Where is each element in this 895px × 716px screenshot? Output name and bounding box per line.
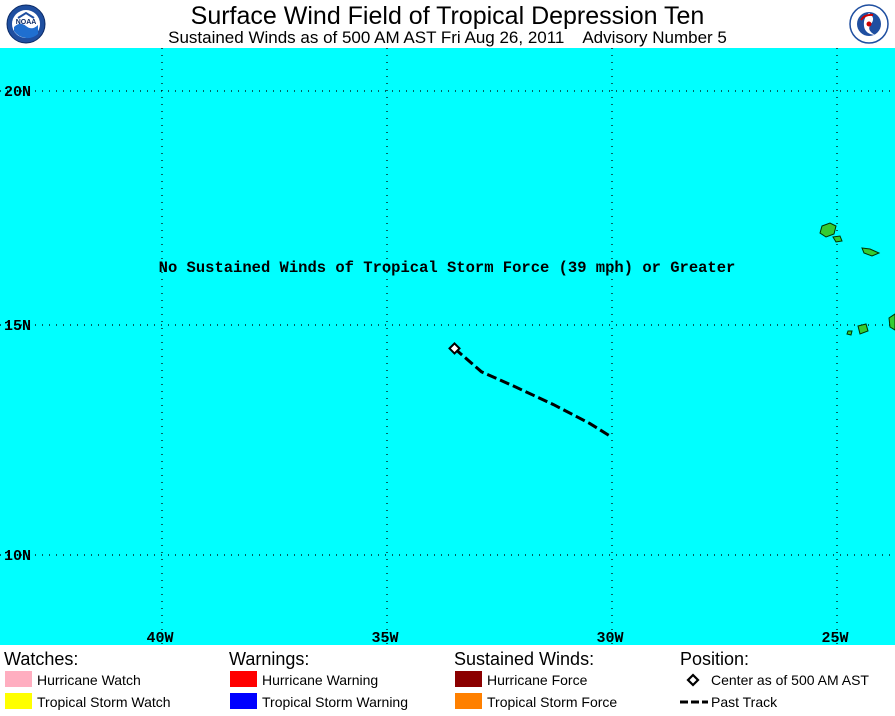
legend: Watches: Hurricane Watch Tropical Storm …: [0, 645, 895, 716]
page-subtitle: Sustained Winds as of 500 AM AST Fri Aug…: [168, 28, 727, 47]
lat-labels: 20N 15N 10N: [4, 84, 31, 565]
center-position-label: Center as of 500 AM AST: [711, 672, 869, 688]
hurricane-force-swatch: [455, 671, 482, 687]
wind-field-map: 20N 15N 10N 40W 35W 30W 25W No Sustained…: [0, 48, 895, 645]
header: NOAA Surface Wind Field of Tropical Depr…: [0, 0, 895, 48]
noaa-logo-icon: NOAA: [6, 4, 46, 44]
lon-grid: [161, 48, 838, 645]
lon-label-40w: 40W: [146, 630, 173, 645]
island-sao-vicente: [832, 235, 843, 243]
tropical-storm-warning-label: Tropical Storm Warning: [262, 694, 409, 710]
lat-label-15n: 15N: [4, 318, 31, 335]
legend-watches-heading: Watches:: [4, 649, 79, 669]
tropical-storm-warning-swatch: [230, 693, 257, 709]
past-track-label: Past Track: [711, 694, 778, 710]
tropical-storm-force-label: Tropical Storm Force: [487, 694, 618, 710]
past-track-line: [453, 347, 613, 439]
cape-verde-islands: [819, 222, 895, 336]
island-santiago: [857, 323, 869, 335]
lat-label-20n: 20N: [4, 84, 31, 101]
no-winds-message: No Sustained Winds of Tropical Storm For…: [159, 259, 736, 277]
page-title: Surface Wind Field of Tropical Depressio…: [190, 2, 705, 30]
storm-center-marker: [448, 341, 461, 355]
lon-labels: 40W 35W 30W 25W: [146, 630, 848, 645]
legend-warnings-heading: Warnings:: [229, 649, 310, 669]
svg-text:NOAA: NOAA: [16, 19, 37, 26]
track-layer: [448, 341, 613, 439]
lat-label-10n: 10N: [4, 548, 31, 565]
hurricane-warning-swatch: [230, 671, 257, 687]
center-diamond-icon: [686, 673, 700, 687]
island-maio: [888, 313, 895, 331]
island-sao-nicolau: [861, 247, 881, 257]
nws-logo-icon: [849, 4, 889, 44]
tropical-storm-watch-swatch: [5, 693, 32, 709]
hurricane-watch-label: Hurricane Watch: [37, 672, 141, 688]
tropical-storm-force-swatch: [455, 693, 482, 709]
hurricane-force-label: Hurricane Force: [487, 672, 588, 688]
tropical-storm-watch-label: Tropical Storm Watch: [37, 694, 171, 710]
ocean: [0, 48, 895, 645]
lon-label-25w: 25W: [821, 630, 848, 645]
legend-winds-heading: Sustained Winds:: [454, 649, 595, 669]
island-santo-antao: [819, 222, 837, 238]
hurricane-watch-swatch: [5, 671, 32, 687]
island-fogo: [846, 330, 853, 336]
lon-label-30w: 30W: [596, 630, 623, 645]
past-track-line-icon: [680, 700, 708, 704]
lon-label-35w: 35W: [371, 630, 398, 645]
hurricane-warning-label: Hurricane Warning: [262, 672, 379, 688]
legend-position-heading: Position:: [680, 649, 750, 669]
